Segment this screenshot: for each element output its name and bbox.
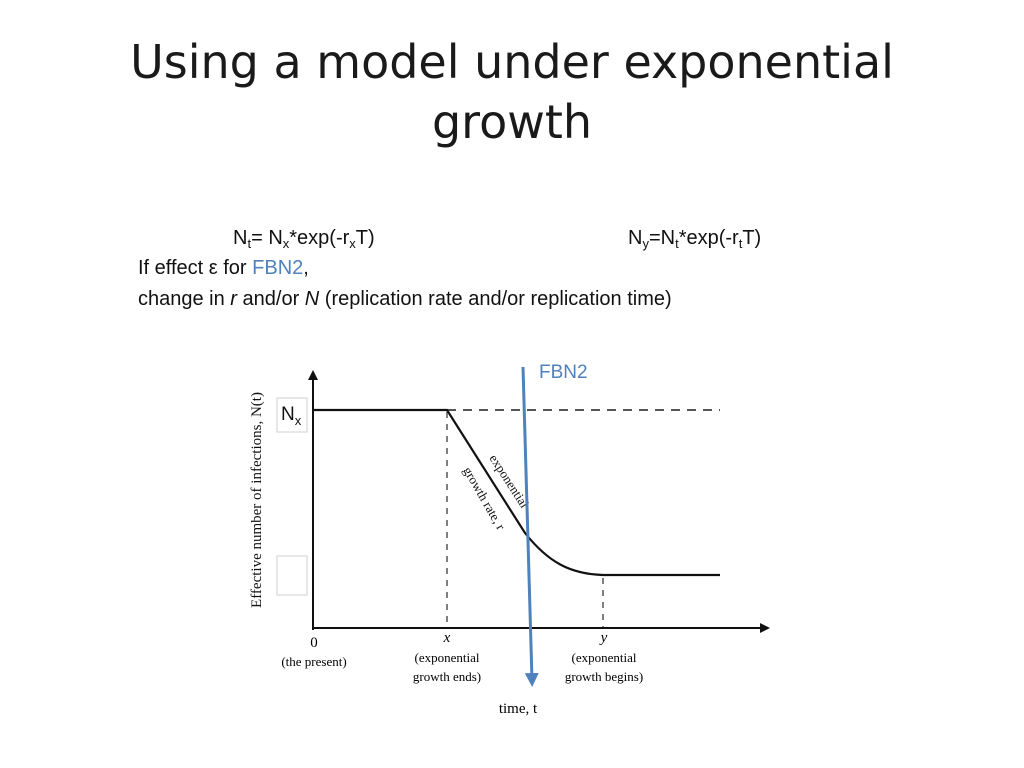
title-line-1: Using a model under exponential	[130, 35, 894, 89]
blank-label-box	[276, 555, 308, 596]
eq-left-base: N	[233, 227, 248, 249]
nx-label-box	[276, 397, 308, 433]
change-line-n: N	[304, 288, 320, 310]
y-axis-label: Effective number of infections, N(t)	[249, 392, 265, 608]
x-tick-0-symbol: 0	[310, 635, 318, 651]
x-tick-y-line2: growth begins)	[565, 669, 643, 684]
change-line-suffix: (replication rate and/or replication tim…	[319, 288, 672, 310]
eq-right-sub-3: t	[738, 236, 743, 251]
nx-label: Nx	[281, 404, 302, 428]
change-line-r: r	[230, 288, 237, 310]
x-tick-x: x (exponential growth ends)	[413, 630, 481, 684]
eq-left-mid-2: *exp(-r	[289, 227, 350, 249]
x-tick-x-symbol: x	[443, 630, 451, 646]
eq-left-sub-1: t	[247, 236, 252, 251]
eq-right-base: N	[628, 227, 643, 249]
eq-right-sub-2: t	[675, 236, 679, 251]
x-tick-0: 0 (the present)	[281, 635, 346, 669]
eq-left-sub-2: x	[282, 236, 290, 251]
eq-right-mid-2: *exp(-r	[678, 227, 739, 249]
eq-left-tail: T)	[355, 227, 375, 249]
x-tick-y: y (exponential growth begins)	[565, 630, 643, 684]
eq-right-tail: T)	[742, 227, 762, 249]
effect-line-prefix: If effect ε for	[138, 257, 253, 279]
equation-right: Ny=Nt*exp(-rtT)	[628, 226, 761, 250]
x-tick-0-line1: (the present)	[281, 654, 346, 669]
change-line: change in r and/or N (replication rate a…	[138, 287, 672, 311]
equation-left: Nt= Nx*exp(-rxT)	[233, 226, 375, 250]
x-tick-x-line1: (exponential	[415, 650, 480, 665]
effect-line-suffix: ,	[303, 257, 309, 279]
x-tick-x-line2: growth ends)	[413, 669, 481, 684]
eq-right-mid: =N	[648, 227, 676, 249]
x-tick-y-line1: (exponential	[572, 650, 637, 665]
eq-left-mid: = N	[251, 227, 283, 249]
effect-line: If effect ε for FBN2,	[138, 256, 309, 280]
change-line-prefix: change in	[138, 288, 231, 310]
x-axis-label: time, t	[499, 701, 538, 717]
change-line-middle: and/or	[236, 288, 305, 310]
eq-left-sub-3: x	[349, 236, 356, 251]
eq-right-sub-1: y	[642, 236, 649, 251]
effect-line-gene: FBN2	[252, 257, 304, 279]
title-line-2: growth	[431, 95, 593, 149]
infection-curve	[313, 408, 720, 577]
fbn2-arrow	[521, 366, 539, 687]
slide-title: Using a model under exponential growth	[80, 32, 944, 152]
fbn2-label: FBN2	[539, 362, 588, 383]
x-tick-y-symbol: y	[599, 630, 608, 646]
